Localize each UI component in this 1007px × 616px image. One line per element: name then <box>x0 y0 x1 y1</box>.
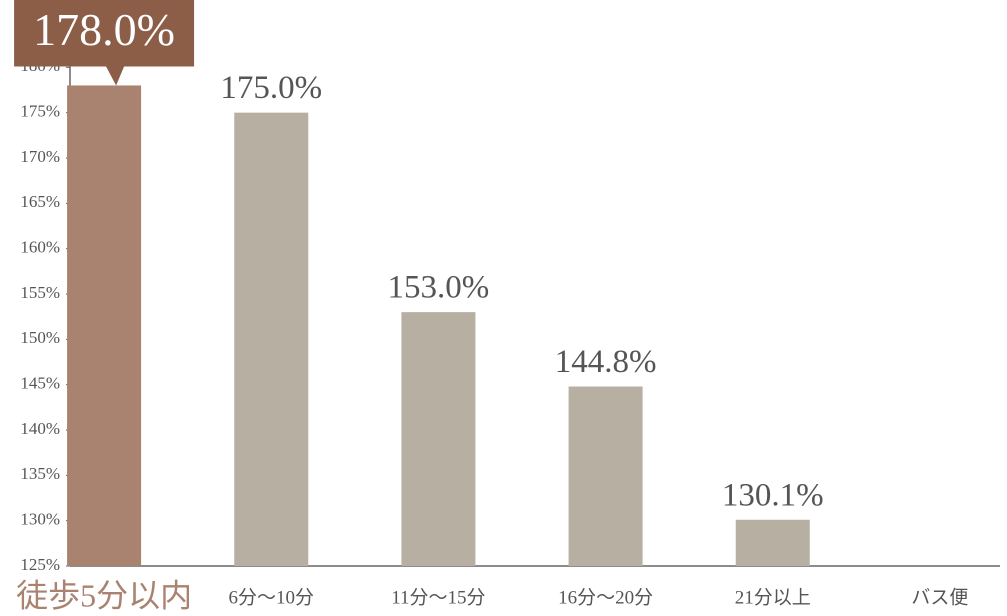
value-label: 130.1% <box>722 477 824 513</box>
x-tick-label: 6分〜10分 <box>228 586 314 608</box>
y-tick-label: 175% <box>20 102 60 121</box>
x-tick-label: バス便 <box>911 586 968 608</box>
y-tick-label: 140% <box>20 419 60 438</box>
bar <box>735 519 810 566</box>
callout-box <box>14 0 195 86</box>
y-tick-label: 160% <box>20 238 60 257</box>
y-tick-label: 150% <box>20 328 60 347</box>
bar <box>234 112 309 567</box>
y-tick-label: 135% <box>20 464 60 483</box>
value-label: 178.0% <box>33 4 175 55</box>
x-tick-label: 11分〜15分 <box>391 586 485 608</box>
x-tick-label: 21分以上 <box>735 586 811 608</box>
y-tick-label: 165% <box>20 192 60 211</box>
bar <box>67 85 142 566</box>
value-label: 144.8% <box>555 344 657 380</box>
value-label: 175.0% <box>220 70 322 106</box>
bar <box>568 386 643 566</box>
y-tick-label: 130% <box>20 510 60 529</box>
y-tick-label: 170% <box>20 147 60 166</box>
x-tick-label: 徒歩5分以内 <box>16 577 192 613</box>
y-tick-label: 125% <box>20 555 60 574</box>
value-label: 153.0% <box>388 270 490 306</box>
y-tick-label: 155% <box>20 283 60 302</box>
y-tick-label: 145% <box>20 374 60 393</box>
x-tick-label: 16分〜20分 <box>558 586 653 608</box>
bar <box>401 312 476 566</box>
